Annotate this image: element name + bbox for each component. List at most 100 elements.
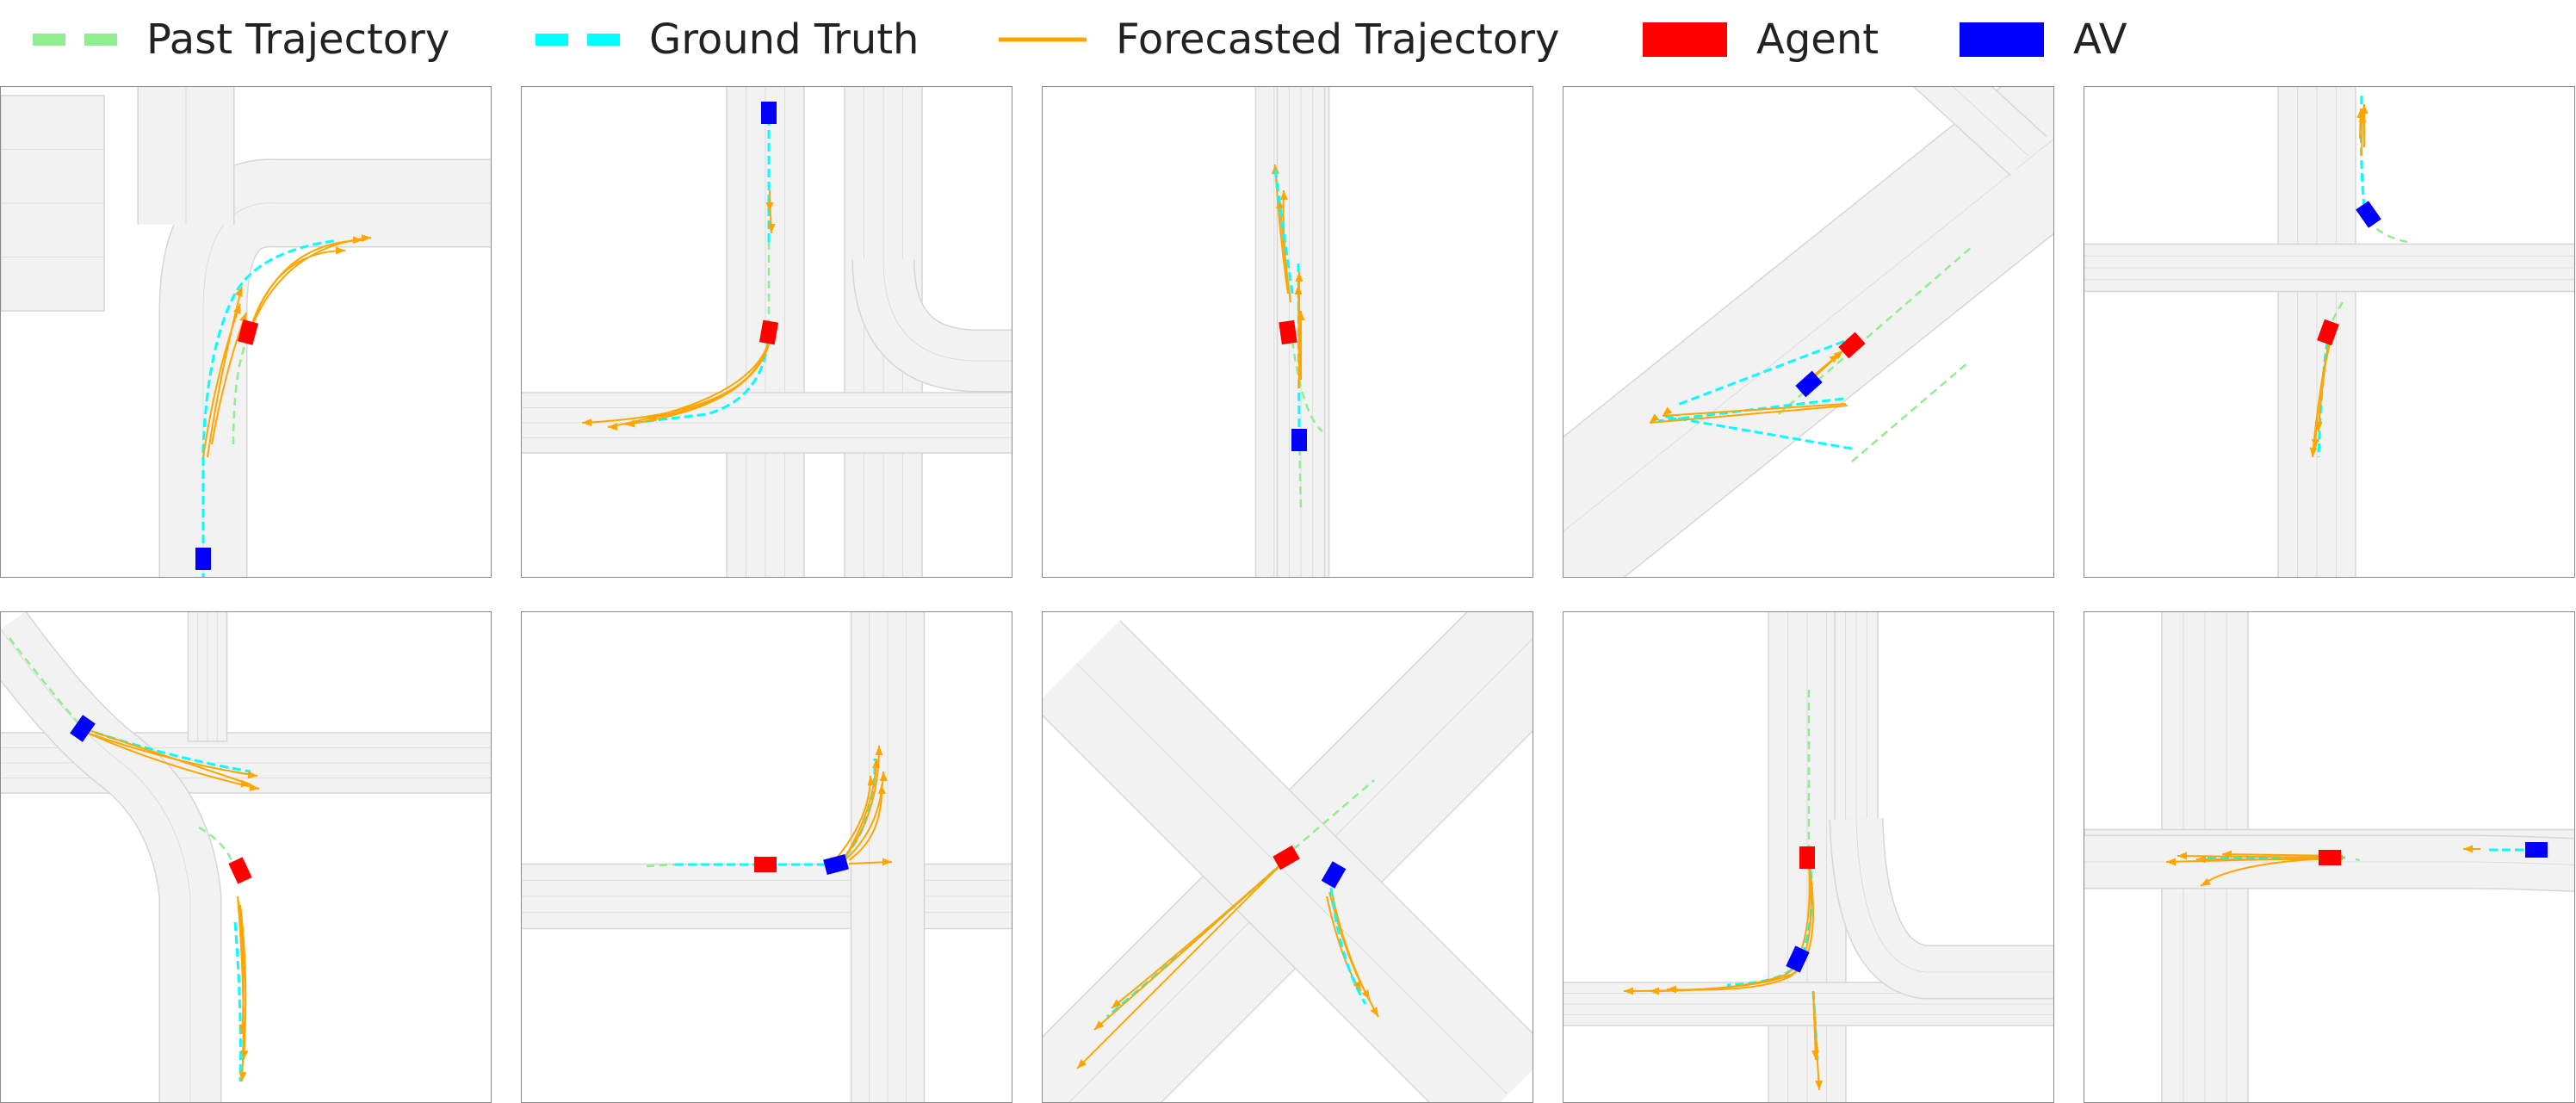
forecast-arrowhead xyxy=(2356,108,2365,118)
forecast-arrowhead xyxy=(1624,987,1633,995)
scene-map xyxy=(1564,612,2053,1102)
scene-layer xyxy=(1,87,491,577)
forecasted-trajectory-swatch xyxy=(999,37,1087,42)
scene-map xyxy=(522,612,1012,1102)
scene-6 xyxy=(0,611,492,1103)
legend-label-ground-truth: Ground Truth xyxy=(649,15,920,64)
scene-layer xyxy=(522,612,1012,1102)
forecasted-trajectory xyxy=(841,758,877,863)
forecast-arrowhead xyxy=(2309,447,2318,457)
agent-vehicle xyxy=(754,857,777,872)
scene-map xyxy=(2084,87,2574,577)
scene-3 xyxy=(1042,86,1533,578)
forecast-arrowhead xyxy=(1094,1020,1105,1030)
forecast-arrowhead xyxy=(1112,999,1122,1008)
forecast-arrowhead xyxy=(882,858,892,866)
forecasted-trajectory xyxy=(211,312,247,445)
av-vehicle xyxy=(761,102,777,124)
forecast-arrowhead xyxy=(879,771,888,782)
agent-vehicle xyxy=(1838,332,1866,359)
agent-vehicle xyxy=(759,319,779,345)
legend-label-past: Past Trajectory xyxy=(146,15,450,64)
forecast-arrowhead xyxy=(249,784,259,791)
forecast-arrowhead xyxy=(2314,422,2323,431)
past-trajectory xyxy=(1289,327,1323,432)
past-trajectory xyxy=(1283,779,1375,858)
scene-map xyxy=(1,612,491,1102)
lane-line xyxy=(2084,861,2574,865)
av-vehicle xyxy=(195,548,211,570)
forecast-arrowhead xyxy=(582,418,592,427)
legend-label-forecast: Forecasted Trajectory xyxy=(1116,15,1560,64)
forecast-arrowhead xyxy=(875,746,883,755)
forecasted-trajectory xyxy=(848,784,883,861)
ground-truth-trajectory xyxy=(201,239,339,577)
agent-vehicle xyxy=(237,319,259,345)
legend-item-agent: Agent xyxy=(1643,0,1879,79)
lane-line xyxy=(202,202,491,577)
agent-vehicle xyxy=(1799,846,1815,869)
forecast-arrowhead xyxy=(2360,104,2369,114)
ground-truth-trajectory xyxy=(1662,414,1853,450)
forecasted-trajectory xyxy=(238,900,245,1035)
legend-label-av: AV xyxy=(2073,15,2127,64)
forecast-arrowhead xyxy=(2196,855,2206,864)
av-vehicle xyxy=(1291,429,1307,451)
scene-1 xyxy=(0,86,492,578)
legend: Past Trajectory Ground Truth Forecasted … xyxy=(0,0,2576,79)
scene-map xyxy=(2084,612,2574,1102)
forecast-arrowhead xyxy=(1650,987,1659,995)
scene-layer xyxy=(2084,87,2574,577)
forecast-arrowhead xyxy=(1370,1007,1378,1017)
legend-item-av: AV xyxy=(1960,0,2127,79)
forecasted-trajectory xyxy=(1076,861,1285,1069)
forecast-arrowhead xyxy=(1811,1050,1820,1060)
scene-8 xyxy=(1042,611,1533,1103)
forecast-arrowhead xyxy=(361,234,371,243)
lane-line xyxy=(1953,87,2029,157)
ground-truth-trajectory xyxy=(843,758,876,858)
forecast-arrowhead xyxy=(2463,845,2473,853)
forecasted-trajectory xyxy=(607,327,772,428)
scene-layer xyxy=(2084,612,2574,1102)
av-vehicle xyxy=(823,853,849,876)
agent-vehicle xyxy=(228,857,252,884)
forecast-arrowhead xyxy=(235,287,243,297)
past-trajectory xyxy=(646,863,676,868)
lane-line xyxy=(1855,818,2053,973)
forecast-arrowhead xyxy=(233,304,241,314)
forecast-arrowhead xyxy=(2201,877,2211,886)
ground-truth-swatch xyxy=(536,34,620,46)
lane-line xyxy=(1564,139,2053,532)
forecasted-trajectory xyxy=(1274,164,1289,294)
forecast-arrowhead xyxy=(238,1024,247,1034)
forecast-arrowhead xyxy=(336,246,345,255)
legend-item-forecast: Forecasted Trajectory xyxy=(999,0,1559,79)
scene-map xyxy=(1,87,491,577)
forecasted-trajectory xyxy=(1111,861,1285,1009)
forecast-arrowhead xyxy=(767,224,776,233)
agent-vehicle xyxy=(2317,319,2339,346)
forecast-arrowhead xyxy=(238,1071,247,1081)
forecasted-trajectory xyxy=(247,237,372,338)
scene-7 xyxy=(521,611,1012,1103)
road-segment xyxy=(1830,818,2053,998)
av-vehicle xyxy=(1321,861,1347,889)
agent-vehicle xyxy=(1273,845,1300,871)
agent-vehicle xyxy=(1279,319,1297,345)
av-swatch xyxy=(1960,22,2044,57)
forecasted-trajectory xyxy=(1666,861,1812,991)
past-trajectory xyxy=(232,336,250,445)
road-segment xyxy=(1564,87,2053,577)
forecasted-trajectory xyxy=(202,303,241,458)
road-segment xyxy=(853,258,1012,391)
legend-item-ground-truth: Ground Truth xyxy=(536,0,919,79)
past-trajectory-swatch xyxy=(33,34,117,46)
scene-5 xyxy=(2084,86,2575,578)
forecast-arrowhead xyxy=(1353,981,1361,991)
lane-line xyxy=(1,629,191,1102)
forecast-arrowhead xyxy=(1663,406,1673,416)
ground-truth-trajectory xyxy=(82,727,251,773)
av-vehicle xyxy=(1786,945,1810,973)
agent-swatch xyxy=(1643,22,1727,57)
